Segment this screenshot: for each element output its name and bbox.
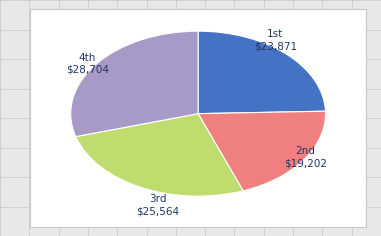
Text: 4th
$28,704: 4th $28,704	[66, 53, 109, 75]
Wedge shape	[198, 111, 325, 191]
Text: 2nd
$19,202: 2nd $19,202	[284, 146, 327, 168]
Wedge shape	[71, 31, 198, 137]
Wedge shape	[76, 114, 243, 196]
Wedge shape	[198, 31, 325, 114]
Text: 3rd
$25,564: 3rd $25,564	[136, 194, 179, 216]
FancyBboxPatch shape	[30, 9, 366, 227]
Text: 1st
$23,871: 1st $23,871	[254, 29, 297, 51]
